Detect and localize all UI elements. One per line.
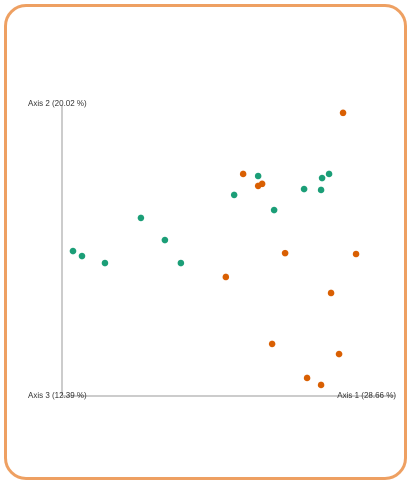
point bbox=[258, 180, 266, 188]
x-axis-label: Axis 1 (28.66 %) bbox=[337, 391, 396, 400]
point bbox=[339, 109, 347, 117]
card-frame bbox=[4, 4, 407, 480]
point bbox=[317, 381, 325, 389]
point bbox=[281, 249, 289, 257]
point bbox=[270, 206, 278, 214]
point bbox=[327, 289, 335, 297]
point bbox=[239, 170, 247, 178]
point bbox=[177, 259, 185, 267]
point bbox=[78, 252, 86, 260]
point bbox=[230, 191, 238, 199]
point bbox=[268, 340, 276, 348]
point bbox=[318, 174, 326, 182]
point bbox=[317, 186, 325, 194]
point bbox=[161, 236, 169, 244]
point bbox=[335, 350, 343, 358]
point bbox=[101, 259, 109, 267]
z-axis-label: Axis 3 (12.39 %) bbox=[28, 391, 87, 400]
point bbox=[325, 170, 333, 178]
point bbox=[303, 374, 311, 382]
point bbox=[137, 214, 145, 222]
point bbox=[352, 250, 360, 258]
point bbox=[222, 273, 230, 281]
point bbox=[254, 172, 262, 180]
y-axis-label: Axis 2 (20.02 %) bbox=[28, 99, 87, 108]
point bbox=[300, 185, 308, 193]
point bbox=[69, 247, 77, 255]
